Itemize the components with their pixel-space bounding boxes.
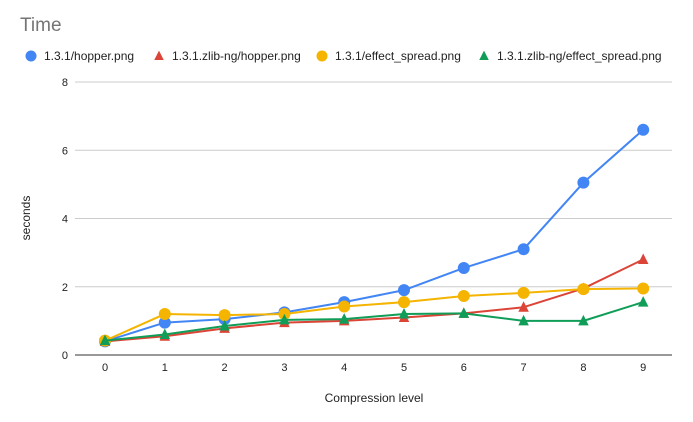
x-tick-label: 7 bbox=[521, 362, 527, 374]
data-point bbox=[398, 296, 410, 309]
series-line bbox=[104, 301, 644, 342]
legend-label: 1.3.1.zlib-ng/hopper.png bbox=[172, 49, 301, 63]
data-point bbox=[578, 314, 589, 326]
data-point bbox=[158, 308, 171, 321]
y-axis-ticks: 0 2 4 6 8 bbox=[62, 77, 68, 362]
data-point bbox=[577, 283, 590, 296]
legend-item: 1.3.1.zlib-ng/effect_spread.png bbox=[479, 49, 662, 63]
series-3 bbox=[99, 282, 650, 347]
legend: 1.3.1/hopper.png 1.3.1.zlib-ng/hopper.png… bbox=[25, 49, 662, 63]
y-axis-label: seconds bbox=[19, 196, 33, 241]
data-point bbox=[219, 319, 230, 331]
data-point bbox=[338, 300, 351, 313]
data-point bbox=[637, 253, 649, 264]
series-layer bbox=[99, 123, 650, 348]
legend-label: 1.3.1/effect_spread.png bbox=[335, 49, 461, 63]
legend-item: 1.3.1.zlib-ng/hopper.png bbox=[154, 49, 301, 63]
x-axis-ticks: 0 1 2 3 4 5 6 7 8 9 bbox=[102, 362, 646, 374]
data-point bbox=[517, 286, 530, 299]
y-tick-label: 2 bbox=[62, 282, 68, 294]
series-line bbox=[104, 258, 644, 343]
x-tick-label: 3 bbox=[281, 362, 287, 374]
data-point bbox=[517, 243, 530, 256]
y-tick-label: 6 bbox=[62, 145, 68, 157]
legend-label: 1.3.1/hopper.png bbox=[44, 49, 134, 63]
data-point bbox=[398, 284, 410, 297]
data-point bbox=[637, 296, 649, 307]
data-point bbox=[457, 261, 470, 274]
data-point bbox=[518, 314, 529, 326]
x-tick-label: 8 bbox=[580, 362, 586, 374]
data-point bbox=[637, 123, 650, 136]
x-tick-label: 6 bbox=[461, 362, 467, 374]
chart-title: Time bbox=[20, 15, 62, 36]
data-point bbox=[218, 309, 231, 322]
x-tick-label: 2 bbox=[222, 362, 228, 374]
data-point bbox=[159, 328, 171, 340]
data-point bbox=[99, 334, 111, 346]
legend-marker bbox=[154, 50, 164, 61]
legend-item: 1.3.1/effect_spread.png bbox=[316, 49, 461, 63]
x-tick-label: 9 bbox=[640, 362, 646, 374]
data-point bbox=[279, 313, 290, 325]
y-tick-label: 8 bbox=[62, 77, 68, 89]
gridlines bbox=[75, 81, 672, 356]
data-point bbox=[158, 316, 171, 329]
legend-marker bbox=[316, 50, 328, 62]
series-line bbox=[104, 129, 644, 343]
data-point bbox=[518, 301, 529, 312]
data-point bbox=[398, 308, 410, 319]
legend-label: 1.3.1.zlib-ng/effect_spread.png bbox=[497, 49, 662, 63]
y-tick-label: 0 bbox=[62, 350, 68, 362]
legend-item: 1.3.1/hopper.png bbox=[25, 49, 134, 63]
data-point bbox=[577, 176, 590, 189]
x-tick-label: 0 bbox=[102, 362, 108, 374]
data-point bbox=[338, 313, 350, 324]
x-axis-label: Compression level bbox=[325, 391, 424, 405]
data-point bbox=[457, 289, 470, 302]
legend-marker bbox=[25, 50, 37, 62]
legend-marker bbox=[479, 50, 489, 61]
x-tick-label: 4 bbox=[341, 362, 347, 374]
data-point bbox=[637, 282, 650, 295]
series-line bbox=[104, 287, 644, 342]
x-tick-label: 1 bbox=[162, 362, 168, 374]
y-tick-label: 4 bbox=[62, 214, 68, 226]
series-4 bbox=[99, 296, 649, 346]
x-tick-label: 5 bbox=[401, 362, 407, 374]
data-point bbox=[458, 307, 470, 318]
